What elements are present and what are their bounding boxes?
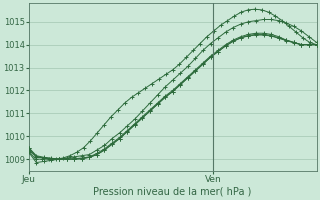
- X-axis label: Pression niveau de la mer( hPa ): Pression niveau de la mer( hPa ): [93, 187, 252, 197]
